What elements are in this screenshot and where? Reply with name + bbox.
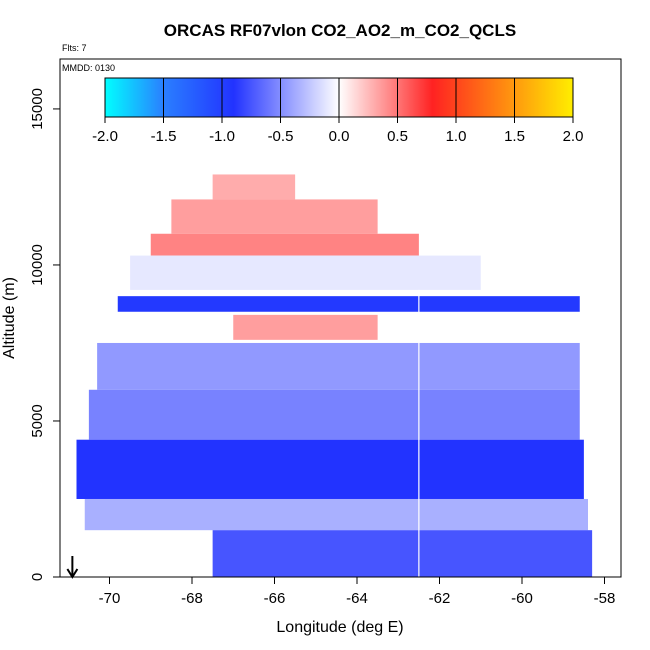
colorbar: -2.0 -1.5 -1.0 -0.5 0.0 0.5 1.0 1.5 2.0 [92,77,584,145]
flights-label: Flts: 7 [62,43,87,53]
heatmap-cell [212,174,296,200]
colorbar-tick-label: -2.0 [92,128,118,145]
colorbar-tick-label: 1.5 [504,128,525,145]
y-tick-label: 0 [29,573,46,581]
y-axis-label: Altitude (m) [1,277,18,359]
heatmap-cell [97,342,580,390]
heatmap-area [76,174,593,577]
heatmap-cell [117,296,580,312]
down-arrow-icon [66,556,79,579]
x-axis: -70 -68 -66 -64 -62 -60 -58 [99,577,616,607]
x-tick-label: -64 [346,590,368,607]
colorbar-tick-label: -1.5 [151,128,177,145]
heatmap-cell [76,439,584,499]
x-tick-label: -62 [429,590,451,607]
colorbar-tick-label: 0.0 [329,128,350,145]
x-tick-label: -66 [264,590,286,607]
x-tick-label: -68 [181,590,203,607]
heatmap-cell [88,389,580,440]
colorbar-tick-label: 1.0 [446,128,467,145]
x-tick-label: -60 [511,590,533,607]
colorbar-tick-label: -1.0 [209,128,235,145]
y-axis: 0 5000 10000 15000 [29,88,60,581]
heatmap-cell [130,255,481,290]
y-tick-label: 15000 [29,88,46,130]
x-tick-label: -58 [594,590,616,607]
heatmap-cell [84,498,588,531]
heatmap-cell [212,530,593,577]
y-tick-label: 5000 [29,404,46,437]
chart-title: ORCAS RF07vlon CO2_AO2_m_CO2_QCLS [164,21,516,40]
heatmap-cell [150,233,419,256]
heatmap-cell [233,314,378,340]
y-tick-label: 10000 [29,244,46,286]
mmdd-label: MMDD: 0130 [62,63,115,73]
x-axis-label: Longitude (deg E) [276,619,403,636]
plot-frame [59,58,622,578]
heatmap-cell [171,199,378,234]
colorbar-tick-label: 2.0 [563,128,584,145]
colorbar-tick-label: -0.5 [268,128,294,145]
x-tick-label: -70 [99,590,121,607]
colorbar-tick-label: 0.5 [387,128,408,145]
